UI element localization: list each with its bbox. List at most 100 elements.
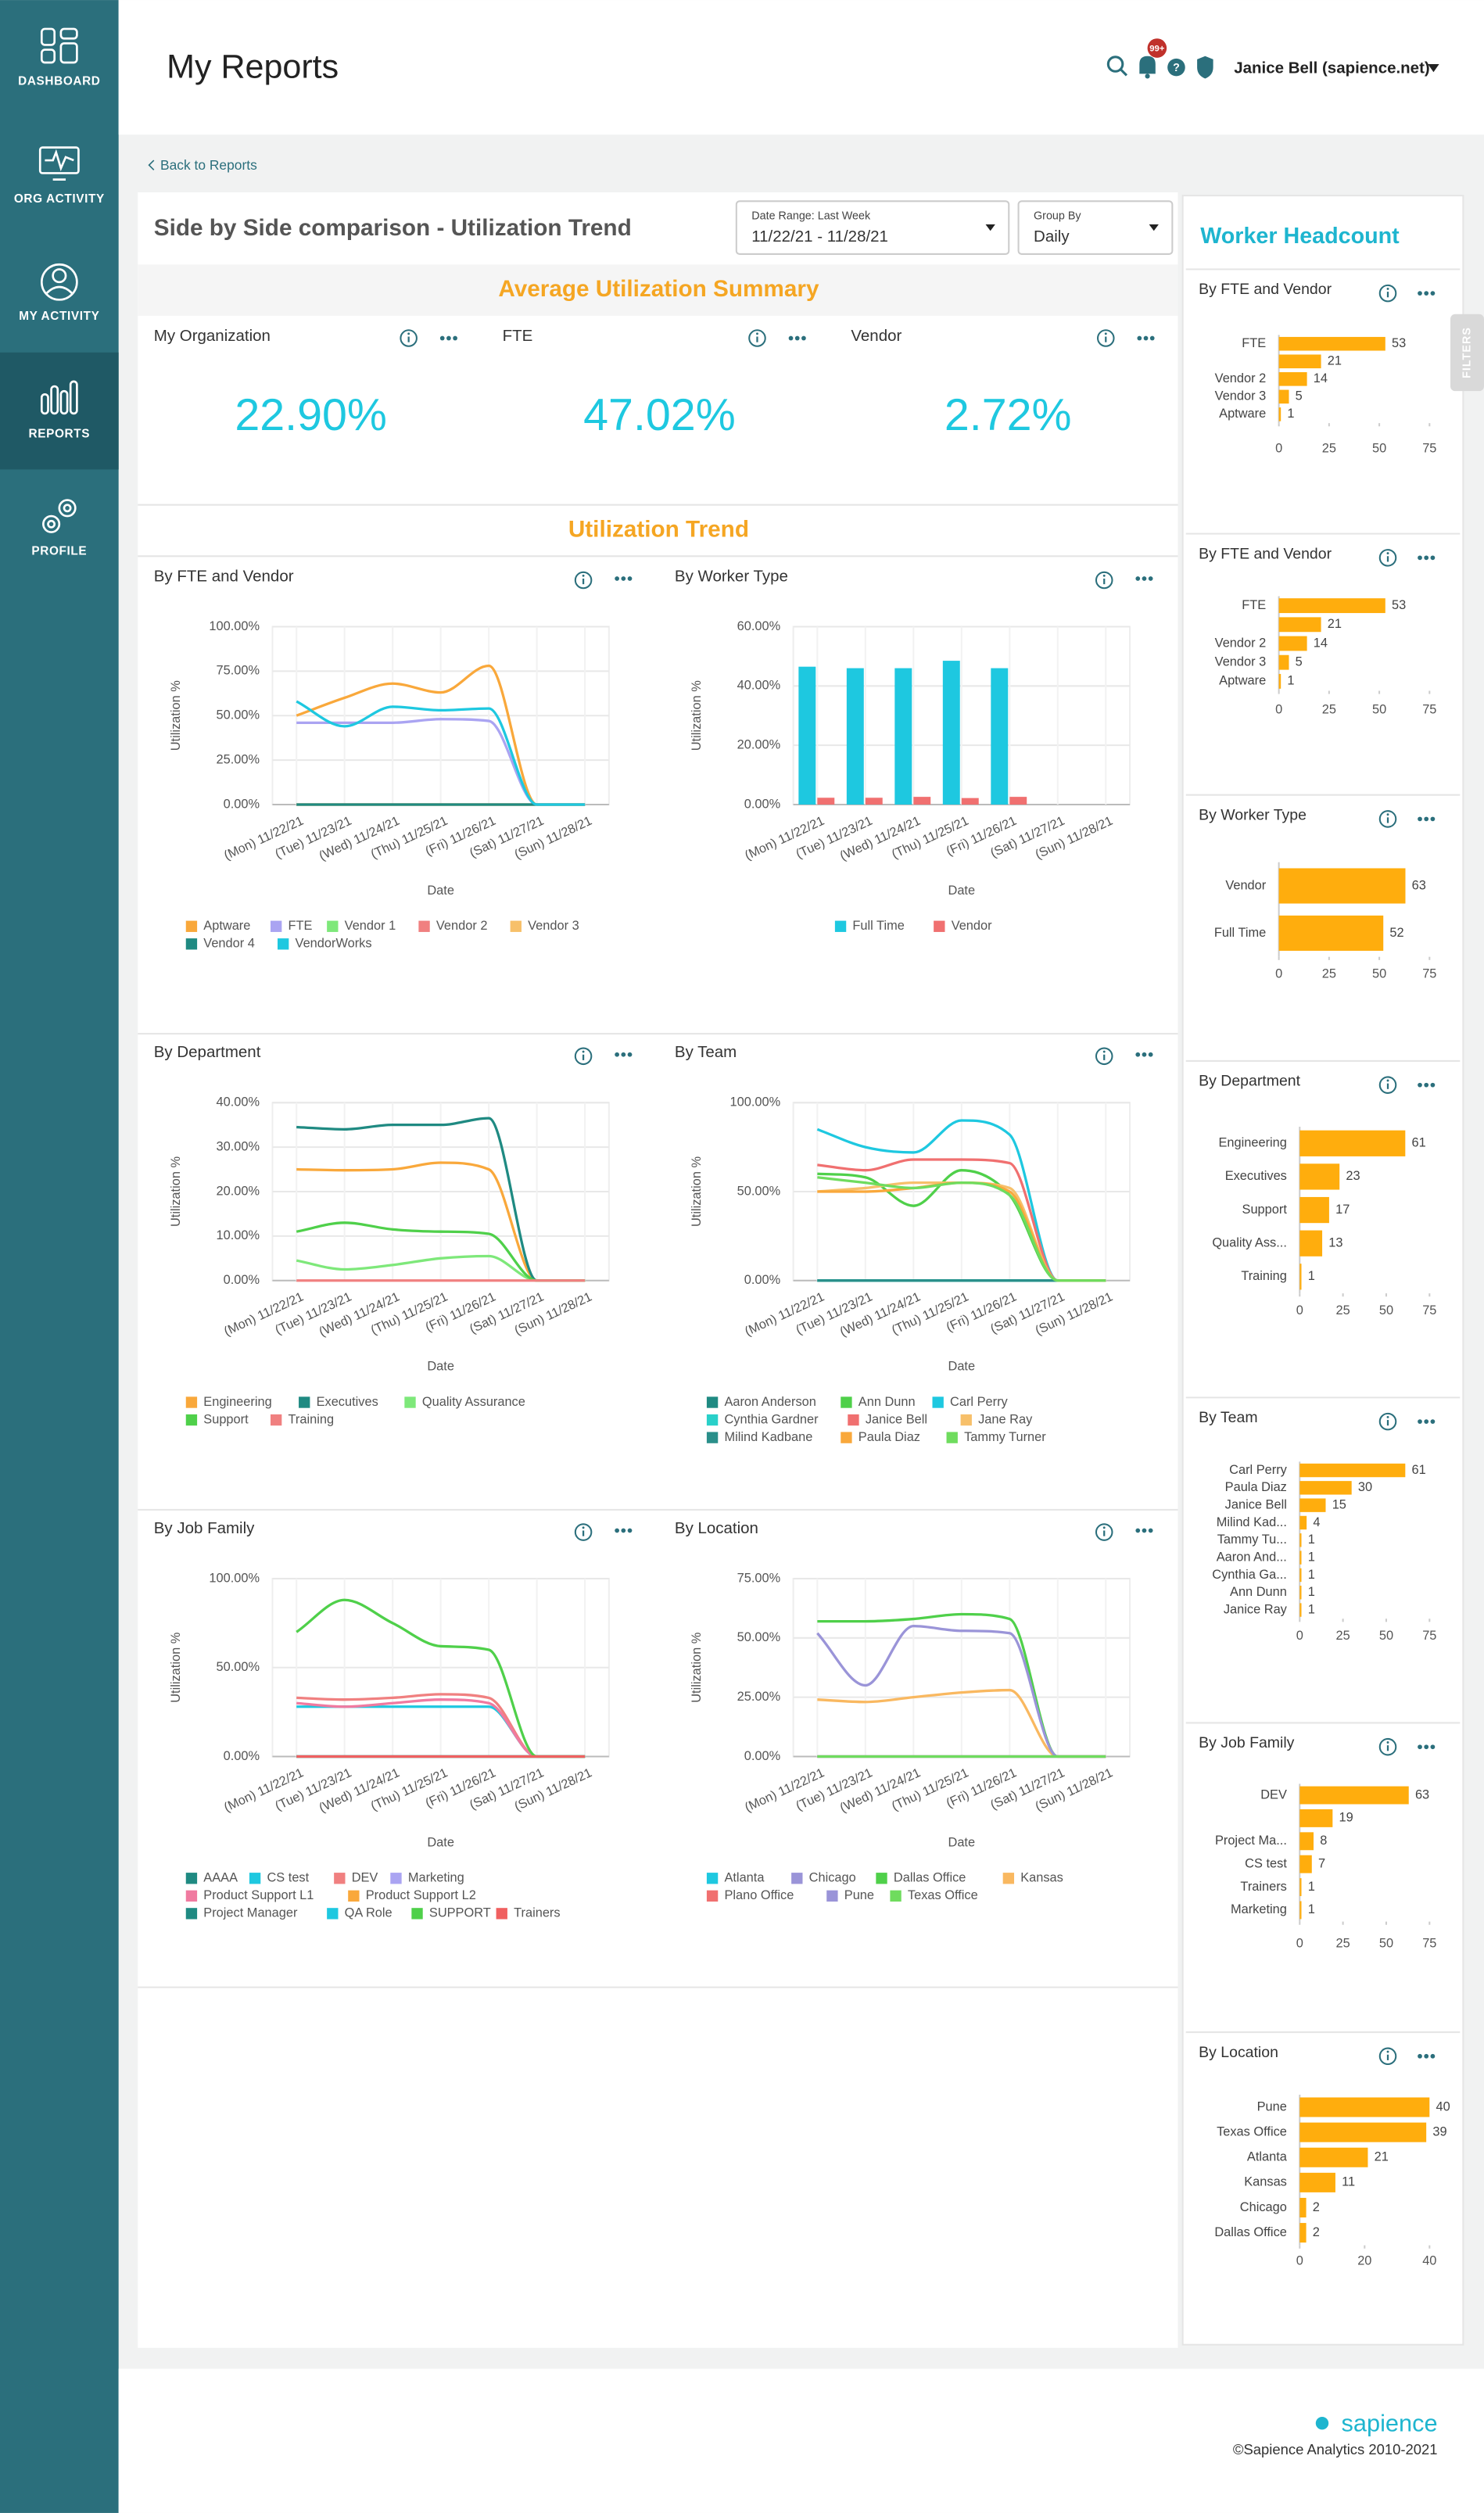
legend-label: DEV xyxy=(352,1871,378,1885)
more-icon[interactable] xyxy=(1418,291,1422,296)
info-icon[interactable] xyxy=(1097,329,1115,347)
more-icon[interactable] xyxy=(439,335,445,341)
report-title: Side by Side comparison - Utilization Tr… xyxy=(154,215,632,241)
more-icon[interactable] xyxy=(1424,291,1429,296)
info-icon[interactable] xyxy=(748,329,766,347)
more-icon[interactable] xyxy=(1418,1744,1422,1750)
info-icon[interactable] xyxy=(1378,1737,1397,1756)
legend-swatch xyxy=(510,920,522,932)
info-icon[interactable] xyxy=(1095,1523,1113,1541)
back-chevron[interactable] xyxy=(148,160,155,170)
info-icon-dot xyxy=(1102,574,1106,577)
more-icon[interactable] xyxy=(1143,335,1149,341)
more-icon[interactable] xyxy=(621,576,626,581)
more-icon[interactable] xyxy=(1142,1528,1147,1533)
more-icon[interactable] xyxy=(1148,1528,1153,1533)
more-icon[interactable] xyxy=(1418,555,1422,561)
more-icon[interactable] xyxy=(615,1528,619,1533)
more-icon[interactable] xyxy=(1142,1052,1147,1057)
y-tick-label: 20.00% xyxy=(737,737,781,751)
x-tick-label: 75 xyxy=(1422,702,1436,716)
more-icon[interactable] xyxy=(1430,291,1436,296)
nav-label[interactable]: DASHBOARD xyxy=(18,75,100,88)
y-tick-label: 60.00% xyxy=(737,619,781,633)
more-icon[interactable] xyxy=(794,335,800,341)
more-icon[interactable] xyxy=(1418,816,1422,822)
x-tick-label: 75 xyxy=(1422,1629,1436,1643)
info-icon[interactable] xyxy=(1378,1412,1397,1431)
more-icon[interactable] xyxy=(1430,1419,1436,1424)
bar xyxy=(798,666,816,805)
notification-icon[interactable] xyxy=(1139,56,1156,79)
more-icon[interactable] xyxy=(1430,2053,1436,2059)
more-icon[interactable] xyxy=(1424,1082,1429,1088)
svg-text:?: ? xyxy=(1173,62,1180,74)
more-icon[interactable] xyxy=(1135,1528,1141,1533)
more-icon[interactable] xyxy=(1148,576,1153,581)
legend-swatch xyxy=(334,1873,346,1884)
more-icon[interactable] xyxy=(615,1052,619,1057)
more-icon[interactable] xyxy=(621,1052,626,1057)
info-icon[interactable] xyxy=(574,1523,593,1541)
more-icon[interactable] xyxy=(627,1528,633,1533)
info-icon[interactable] xyxy=(400,329,418,347)
nav-label[interactable]: PROFILE xyxy=(31,545,87,558)
group-by-dropdown[interactable]: Group By Daily xyxy=(1017,200,1174,255)
user-menu[interactable]: Janice Bell (sapience.net) xyxy=(1234,59,1429,77)
more-icon[interactable] xyxy=(1430,1082,1436,1088)
more-icon[interactable] xyxy=(1424,816,1429,822)
info-icon[interactable] xyxy=(1378,1076,1397,1094)
info-icon[interactable] xyxy=(1378,549,1397,567)
value-label: 21 xyxy=(1375,2150,1389,2164)
x-axis-label: Date xyxy=(427,884,454,898)
more-icon[interactable] xyxy=(1424,2053,1429,2059)
user-caret[interactable] xyxy=(1428,64,1439,73)
more-icon[interactable] xyxy=(446,335,451,341)
more-icon[interactable] xyxy=(621,1528,626,1533)
more-icon[interactable] xyxy=(1418,1419,1422,1424)
nav-label[interactable]: ORG ACTIVITY xyxy=(14,192,105,206)
y-tick-label: 40.00% xyxy=(737,679,781,693)
nav-label[interactable]: MY ACTIVITY xyxy=(19,310,99,323)
info-icon[interactable] xyxy=(574,571,593,590)
more-icon[interactable] xyxy=(1142,576,1147,581)
filters-tab[interactable]: FILTERS xyxy=(1450,314,1484,392)
more-icon[interactable] xyxy=(1418,2053,1422,2059)
chart-title: By Department xyxy=(1199,1073,1300,1090)
nav-label[interactable]: REPORTS xyxy=(29,427,91,440)
more-icon[interactable] xyxy=(1135,576,1141,581)
back-link[interactable]: Back to Reports xyxy=(160,157,257,173)
shield-icon[interactable] xyxy=(1197,56,1213,79)
more-icon[interactable] xyxy=(1424,555,1429,561)
more-icon[interactable] xyxy=(1430,555,1436,561)
more-icon[interactable] xyxy=(1135,1052,1141,1057)
info-icon[interactable] xyxy=(1095,571,1113,590)
more-icon[interactable] xyxy=(627,576,633,581)
more-icon[interactable] xyxy=(788,335,794,341)
info-icon[interactable] xyxy=(1095,1047,1113,1066)
more-icon[interactable] xyxy=(453,335,457,341)
legend-label: Full Time xyxy=(852,919,904,933)
more-icon[interactable] xyxy=(1149,335,1155,341)
more-icon[interactable] xyxy=(1424,1744,1429,1750)
more-icon[interactable] xyxy=(1430,1744,1436,1750)
more-icon[interactable] xyxy=(1424,1419,1429,1424)
info-icon[interactable] xyxy=(1378,810,1397,828)
legend-swatch xyxy=(411,1908,423,1920)
more-icon[interactable] xyxy=(1418,1082,1422,1088)
more-icon[interactable] xyxy=(1137,335,1142,341)
more-icon[interactable] xyxy=(801,335,806,341)
more-icon[interactable] xyxy=(1148,1052,1153,1057)
legend-label: Product Support L1 xyxy=(203,1888,314,1902)
help-icon[interactable]: ? xyxy=(1167,58,1185,77)
date-range-dropdown[interactable]: Date Range: Last Week 11/22/21 - 11/28/2… xyxy=(735,200,1010,255)
more-icon[interactable] xyxy=(1430,816,1436,822)
more-icon[interactable] xyxy=(615,576,619,581)
info-icon[interactable] xyxy=(1378,2047,1397,2066)
legend-swatch xyxy=(706,1414,719,1426)
info-icon[interactable] xyxy=(574,1047,593,1066)
more-icon[interactable] xyxy=(627,1052,633,1057)
legend-swatch xyxy=(327,1908,339,1920)
info-icon[interactable] xyxy=(1378,284,1397,303)
search-icon[interactable] xyxy=(1106,56,1128,77)
